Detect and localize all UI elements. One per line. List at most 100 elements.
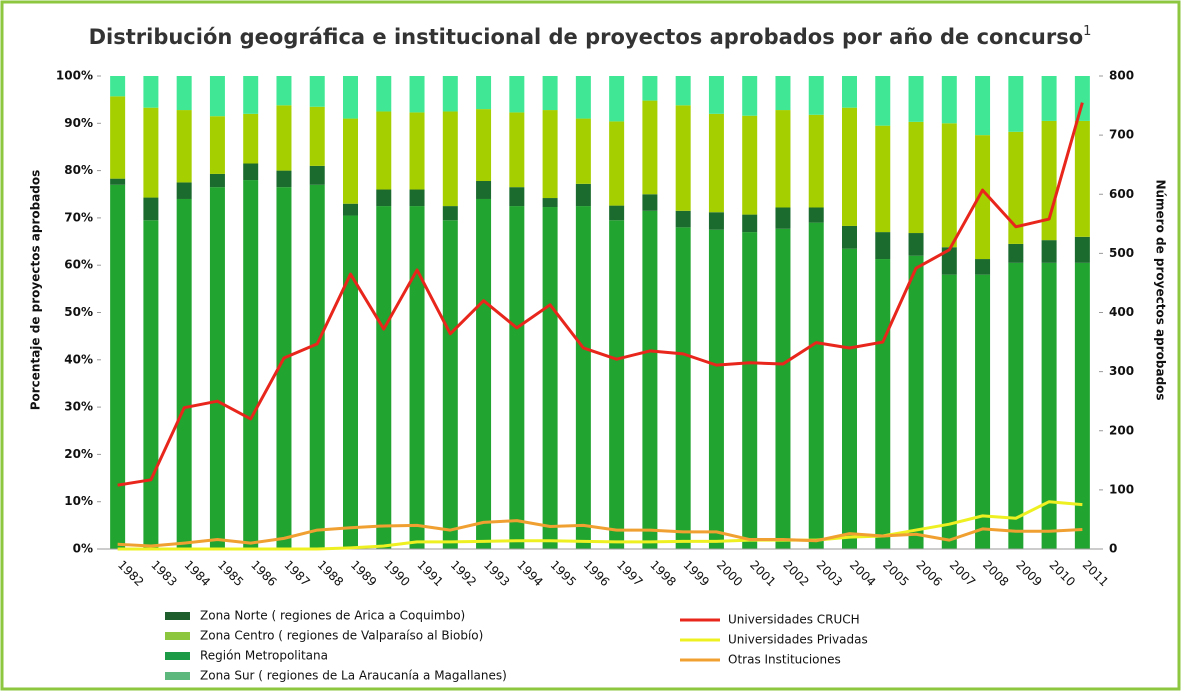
bar-segment (775, 207, 791, 229)
bar-segment (808, 207, 824, 223)
bar-segment (243, 163, 259, 181)
bar-segment (1074, 236, 1090, 263)
bar-segment (309, 106, 325, 166)
bar-segment (276, 187, 292, 549)
bar-segment (1008, 243, 1024, 263)
bar-segment (908, 121, 924, 234)
legend-label: Universidades CRUCH (728, 613, 860, 627)
bar-segment (609, 76, 625, 122)
bar-segment (176, 76, 192, 111)
bar-segment (442, 206, 458, 221)
bar-segment (442, 111, 458, 207)
bar-segment (343, 215, 358, 549)
bar-segment (975, 274, 991, 549)
bar-segment (808, 222, 824, 549)
y-tick-label: 30% (64, 400, 93, 414)
bar-segment (642, 210, 658, 549)
bar-segment (842, 248, 857, 549)
bar-segment (542, 207, 558, 549)
bar-segment (1008, 76, 1024, 132)
y2-tick-label: 300 (1109, 364, 1134, 378)
bar-segment (742, 232, 758, 549)
bar-segment (209, 76, 225, 117)
bar-segment (442, 76, 458, 112)
bar-segment (409, 112, 425, 190)
bar-segment (842, 225, 857, 249)
bar-segment (908, 233, 924, 256)
legend-swatch (165, 652, 190, 660)
bar-segment (609, 220, 625, 549)
bar-segment (875, 125, 891, 233)
bar-segment (1074, 76, 1090, 121)
legend-swatch (165, 672, 190, 680)
y-tick-label: 90% (64, 116, 93, 130)
bar-segment (642, 100, 658, 195)
bar-segment (575, 76, 591, 119)
bar-segment (409, 189, 425, 207)
bar-segment (609, 205, 625, 221)
bar-segment (941, 247, 957, 275)
bar-segment (708, 76, 724, 114)
bar-segment (775, 110, 791, 208)
y2-axis-label: Número de proyectos aprobados (1154, 179, 1168, 400)
y2-tick-label: 400 (1109, 305, 1134, 319)
y2-tick-label: 600 (1109, 187, 1134, 201)
bar-segment (1041, 240, 1057, 263)
y2-tick-label: 500 (1109, 246, 1134, 260)
bar-segment (975, 76, 991, 136)
bar-segment (1074, 262, 1090, 549)
bar-segment (842, 76, 857, 108)
y2-tick-label: 800 (1109, 69, 1134, 83)
bar-segment (409, 76, 425, 113)
bar-segment (742, 76, 758, 116)
bar-segment (575, 118, 591, 184)
y2-tick-label: 700 (1109, 128, 1134, 142)
bar-segment (509, 76, 525, 113)
bar-segment (542, 76, 558, 111)
bar-segment (975, 135, 991, 260)
title-text: Distribución geográfica e institucional … (89, 25, 1084, 49)
bar-segment (675, 227, 691, 550)
y-tick-label: 0% (73, 542, 93, 556)
bar-segment (908, 255, 924, 550)
line-series (117, 500, 1083, 551)
legend-label: Otras Instituciones (728, 653, 841, 667)
y2-tick-label: 0 (1109, 542, 1117, 556)
y-tick-label: 20% (64, 447, 93, 461)
bar-segment (110, 184, 126, 550)
legend-swatch (165, 612, 190, 620)
bar-segment (209, 173, 225, 188)
bar-segment (742, 115, 758, 215)
bar-segment (941, 123, 957, 248)
bar-segment (309, 76, 325, 107)
bar-segment (442, 220, 458, 549)
bar-segment (276, 76, 292, 106)
legend-label: Zona Norte ( regiones de Arica a Coquimb… (200, 609, 465, 623)
bar-segment (476, 198, 492, 550)
bar-segment (941, 76, 957, 124)
bar-segment (642, 194, 658, 211)
bar-segment (675, 76, 691, 106)
bar-segment (1008, 262, 1024, 549)
bar-segment (476, 109, 492, 182)
bar-segment (176, 198, 192, 550)
bar-segment (1041, 76, 1057, 121)
bar-segment (1041, 262, 1057, 549)
bar-segment (409, 206, 425, 549)
bar-segment (1041, 120, 1057, 241)
bar-segment (842, 107, 857, 226)
bar-segment (509, 112, 525, 188)
bar-segment (575, 183, 591, 207)
bar-segment (708, 113, 724, 213)
bar-segment (176, 182, 192, 199)
legend-label: Zona Sur ( regiones de La Araucanía a Ma… (200, 669, 507, 683)
bar-segment (675, 105, 691, 211)
legend-label: Zona Centro ( regiones de Valparaíso al … (200, 629, 483, 643)
bar-segment (110, 178, 126, 185)
bar-segment (176, 110, 192, 183)
bar-segment (708, 229, 724, 549)
bar-segment (143, 107, 159, 198)
y2-tick-label: 200 (1109, 423, 1134, 437)
bar-segment (209, 187, 225, 549)
bar-segment (476, 181, 492, 199)
